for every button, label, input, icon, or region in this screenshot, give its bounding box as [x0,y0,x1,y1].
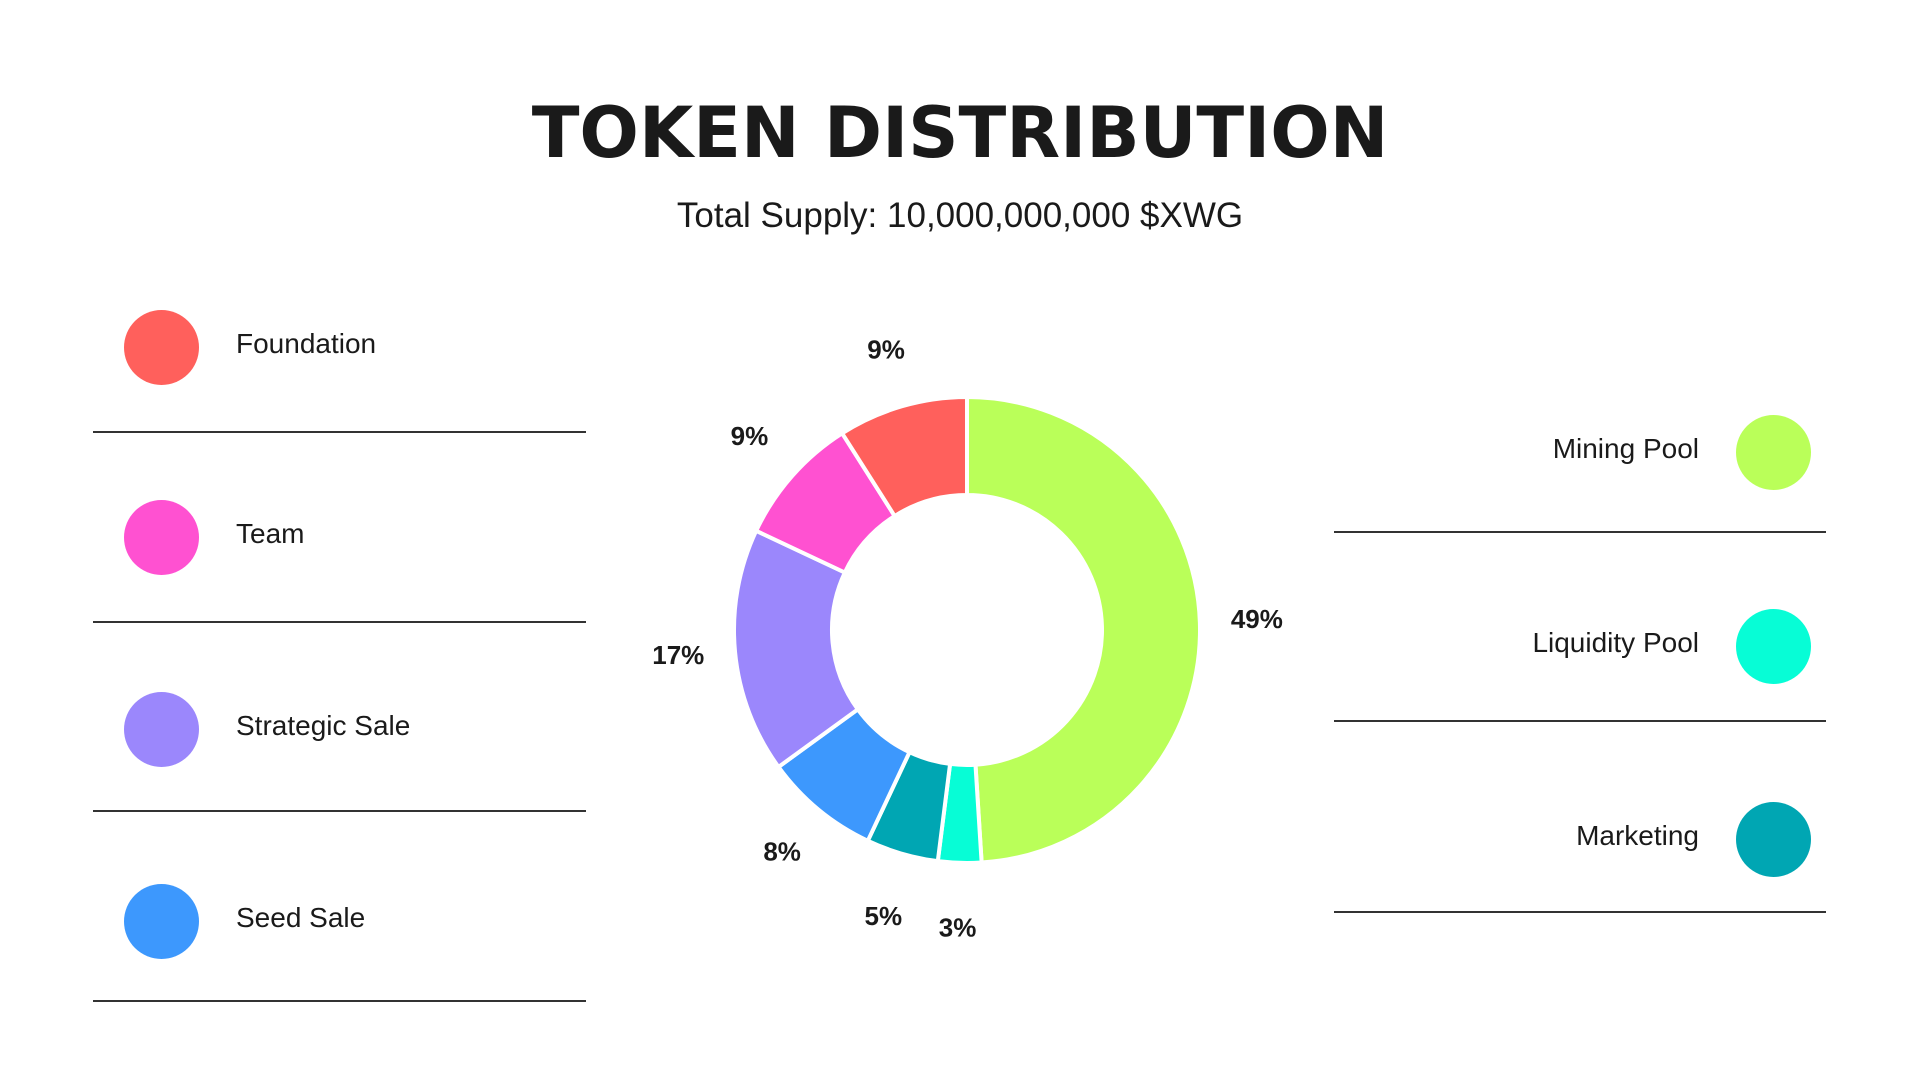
data-label-seed-sale: 8% [763,836,801,866]
legend-item-team: Team [124,500,584,575]
data-label-mining-pool: 49% [1231,604,1283,634]
data-label-team: 9% [731,421,769,451]
legend-label-liquidity-pool: Liquidity Pool [1532,627,1699,658]
legend-label-strategic-sale: Strategic Sale [236,710,411,741]
donut-slices [732,394,1202,865]
chart-title: TOKEN DISTRIBUTION [531,92,1389,174]
legend-swatch-strategic-sale [124,692,199,767]
legend-item-seed-sale: Seed Sale [124,884,584,959]
donut-labels: 49% 3% 5% 8% 17% 9% 9% [652,334,1283,942]
donut-slice-mining-pool [965,394,1202,865]
data-label-liquidity-pool: 3% [939,913,977,943]
legend-item-foundation: Foundation [124,310,584,385]
legend-label-marketing: Marketing [1576,820,1699,851]
legend-label-mining-pool: Mining Pool [1552,433,1699,464]
legend-swatch-mining-pool [1736,415,1811,490]
donut-slice-strategic-sale [732,528,861,770]
legend-item-marketing: Marketing [1330,802,1811,877]
legend-divider [1334,720,1826,722]
legend-label-seed-sale: Seed Sale [236,902,366,933]
legend-divider [93,810,586,812]
legend-label-team: Team [236,518,305,549]
legend-item-liquidity-pool: Liquidity Pool [1330,609,1811,684]
data-label-foundation: 9% [867,334,905,364]
legend-swatch-liquidity-pool [1736,609,1811,684]
legend-label-foundation: Foundation [236,328,377,359]
donut-slice-foundation [839,394,969,519]
legend-swatch-team [124,500,199,575]
legend-swatch-marketing [1736,802,1811,877]
data-label-strategic-sale: 17% [652,640,704,670]
legend-swatch-foundation [124,310,199,385]
legend-item-mining-pool: Mining Pool [1330,415,1811,490]
legend-divider [1334,911,1826,913]
chart-subtitle: Total Supply: 10,000,000,000 $XWG [676,196,1244,235]
legend-swatch-seed-sale [124,884,199,959]
legend-divider [93,621,586,623]
data-label-marketing: 5% [865,901,903,931]
legend-divider [1334,531,1826,533]
legend-divider [93,431,586,433]
legend-item-strategic-sale: Strategic Sale [124,692,584,767]
legend-divider [93,1000,586,1002]
